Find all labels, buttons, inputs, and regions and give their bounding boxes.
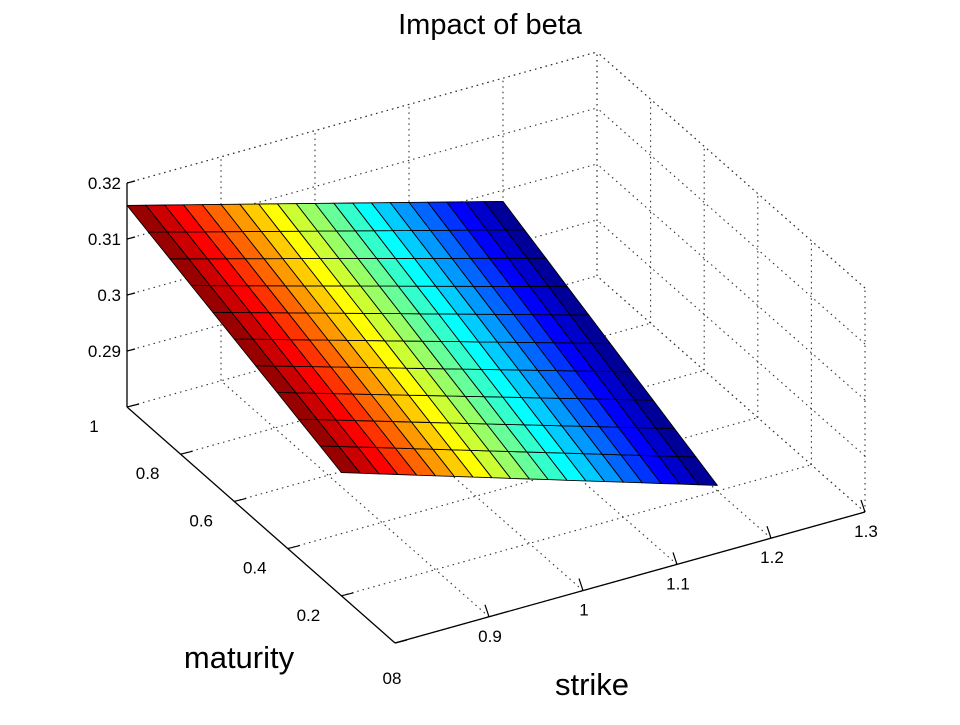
y-tick-mark (180, 450, 193, 455)
z-tick-label: 0.29 (88, 342, 121, 361)
x-axis-label: strike (555, 667, 629, 702)
labels-layer: 0.9 1 1.1 1.2 1.3 0.2 0.4 0.6 0.8 1 08 0.29 0.3 0.31 0… (88, 174, 878, 688)
y-tick-mark (341, 592, 354, 597)
y-tick-mark (394, 639, 408, 644)
axes-layer (126, 180, 866, 644)
z-tick-label: 0.3 (97, 286, 121, 305)
grid-line (596, 51, 866, 289)
y-axis-line (126, 406, 396, 644)
y-tick-mark (126, 403, 140, 408)
chart-title: Impact of beta (398, 9, 583, 41)
grid-line (596, 163, 866, 401)
z-tick-mark (126, 180, 136, 184)
y-tick-label: 1 (89, 417, 98, 436)
y-tick-label: 0.4 (243, 559, 267, 578)
y-tick-label: 0.8 (136, 464, 160, 483)
grid-line (126, 51, 598, 184)
x-tick-label: 1.2 (760, 548, 784, 567)
x-axis-line (394, 511, 866, 644)
grid-line (341, 464, 812, 597)
grid-line (126, 51, 598, 184)
y-tick-label: 0.6 (189, 511, 213, 530)
z-tick-mark (126, 348, 136, 352)
x-tick-label: 0.9 (478, 627, 502, 646)
x-tick-mark (766, 526, 772, 539)
x-tick-label: 1 (579, 601, 588, 620)
z-tick-label: 0.31 (88, 230, 121, 249)
surface-layer (126, 200, 718, 486)
z-tick-label: 0.32 (88, 174, 121, 193)
x-tick-mark (672, 552, 678, 565)
z-tick-mark (126, 292, 136, 296)
surface-patch (126, 204, 168, 233)
y-tick-label: 0.2 (297, 606, 321, 625)
grid-line (596, 275, 866, 513)
x-tick-mark (860, 499, 866, 513)
z-tick-mark (126, 236, 136, 240)
corner-tick-label: 08 (383, 669, 402, 688)
x-tick-label: 1.1 (666, 574, 690, 593)
x-tick-mark (484, 604, 490, 617)
grid-line (220, 380, 490, 618)
y-tick-mark (234, 497, 247, 502)
x-tick-mark (578, 578, 584, 591)
x-tick-label: 1.3 (854, 522, 878, 541)
y-tick-mark (287, 545, 300, 550)
grid-line (596, 219, 866, 457)
grid-line (596, 107, 866, 345)
y-axis-label: maturity (184, 640, 295, 675)
